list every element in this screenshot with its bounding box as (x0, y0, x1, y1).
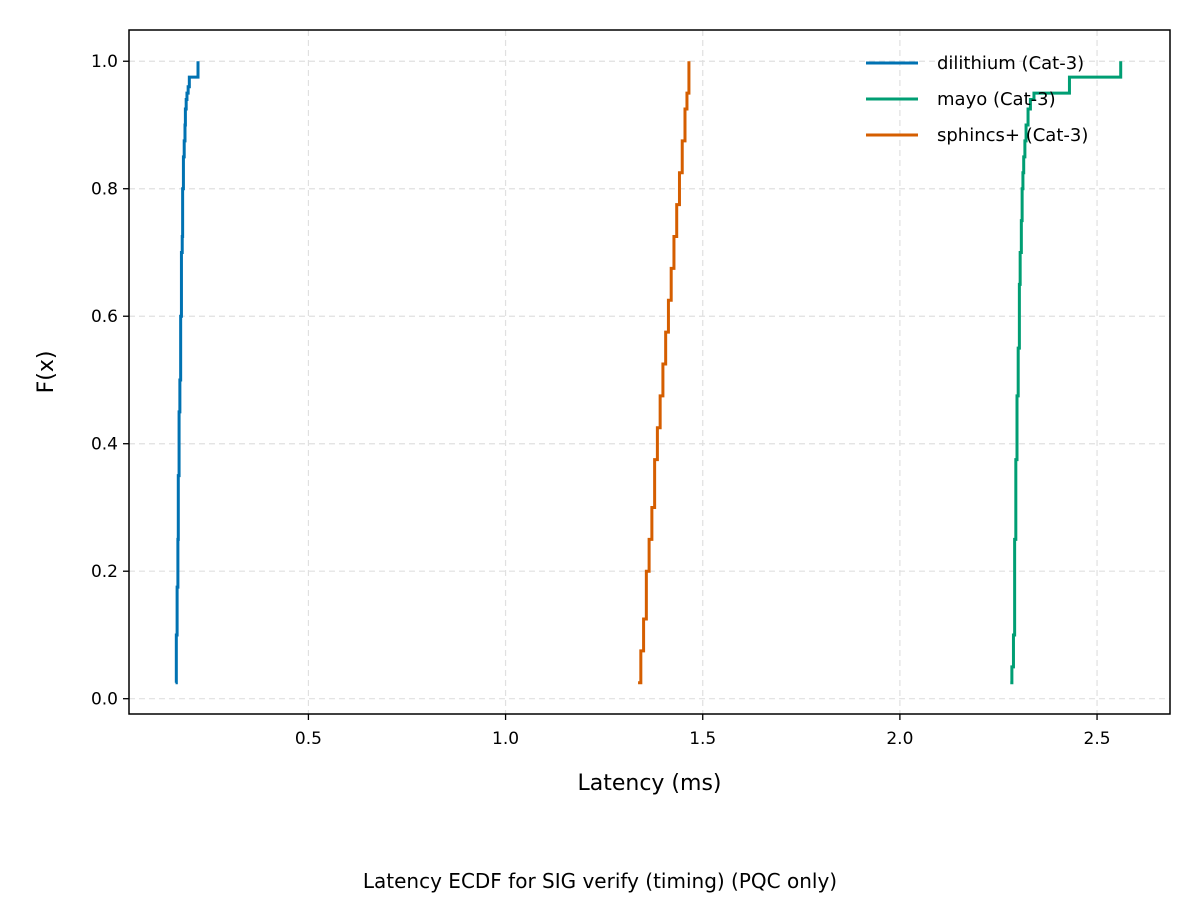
legend-label: dilithium (Cat-3) (937, 53, 1084, 74)
x-tick-label: 0.5 (295, 729, 322, 749)
legend: dilithium (Cat-3) mayo (Cat-3) sphincs+ (C… (866, 53, 1088, 146)
y-axis-ticks: 0.0 0.2 0.4 0.6 0.8 1.0 (91, 52, 129, 710)
y-tick-label: 0.4 (91, 435, 118, 455)
series-layer (174, 61, 1123, 685)
x-axis-title: Latency (ms) (577, 771, 721, 796)
x-tick-label: 1.0 (492, 729, 519, 749)
y-tick-label: 0.8 (91, 180, 118, 200)
y-tick-label: 0.6 (91, 307, 118, 327)
legend-label: sphincs+ (Cat-3) (937, 125, 1088, 146)
y-tick-label: 1.0 (91, 52, 118, 72)
y-tick-label: 0.0 (91, 690, 118, 710)
figure-caption: Latency ECDF for SIG verify (timing) (PQ… (363, 869, 837, 893)
y-axis-title: F(x) (34, 351, 59, 394)
y-tick-label: 0.2 (91, 562, 118, 582)
x-axis-ticks: 0.5 1.0 1.5 2.0 2.5 (295, 714, 1111, 749)
plot-frame (128, 29, 1171, 715)
series-line-dilithium (174, 61, 200, 685)
series-line-mayo (1010, 61, 1123, 685)
x-tick-label: 2.0 (886, 729, 913, 749)
x-tick-label: 1.5 (689, 729, 716, 749)
grid (129, 30, 1170, 714)
legend-label: mayo (Cat-3) (937, 89, 1056, 110)
x-tick-label: 2.5 (1084, 729, 1111, 749)
series-line-sphincs- (638, 61, 691, 685)
